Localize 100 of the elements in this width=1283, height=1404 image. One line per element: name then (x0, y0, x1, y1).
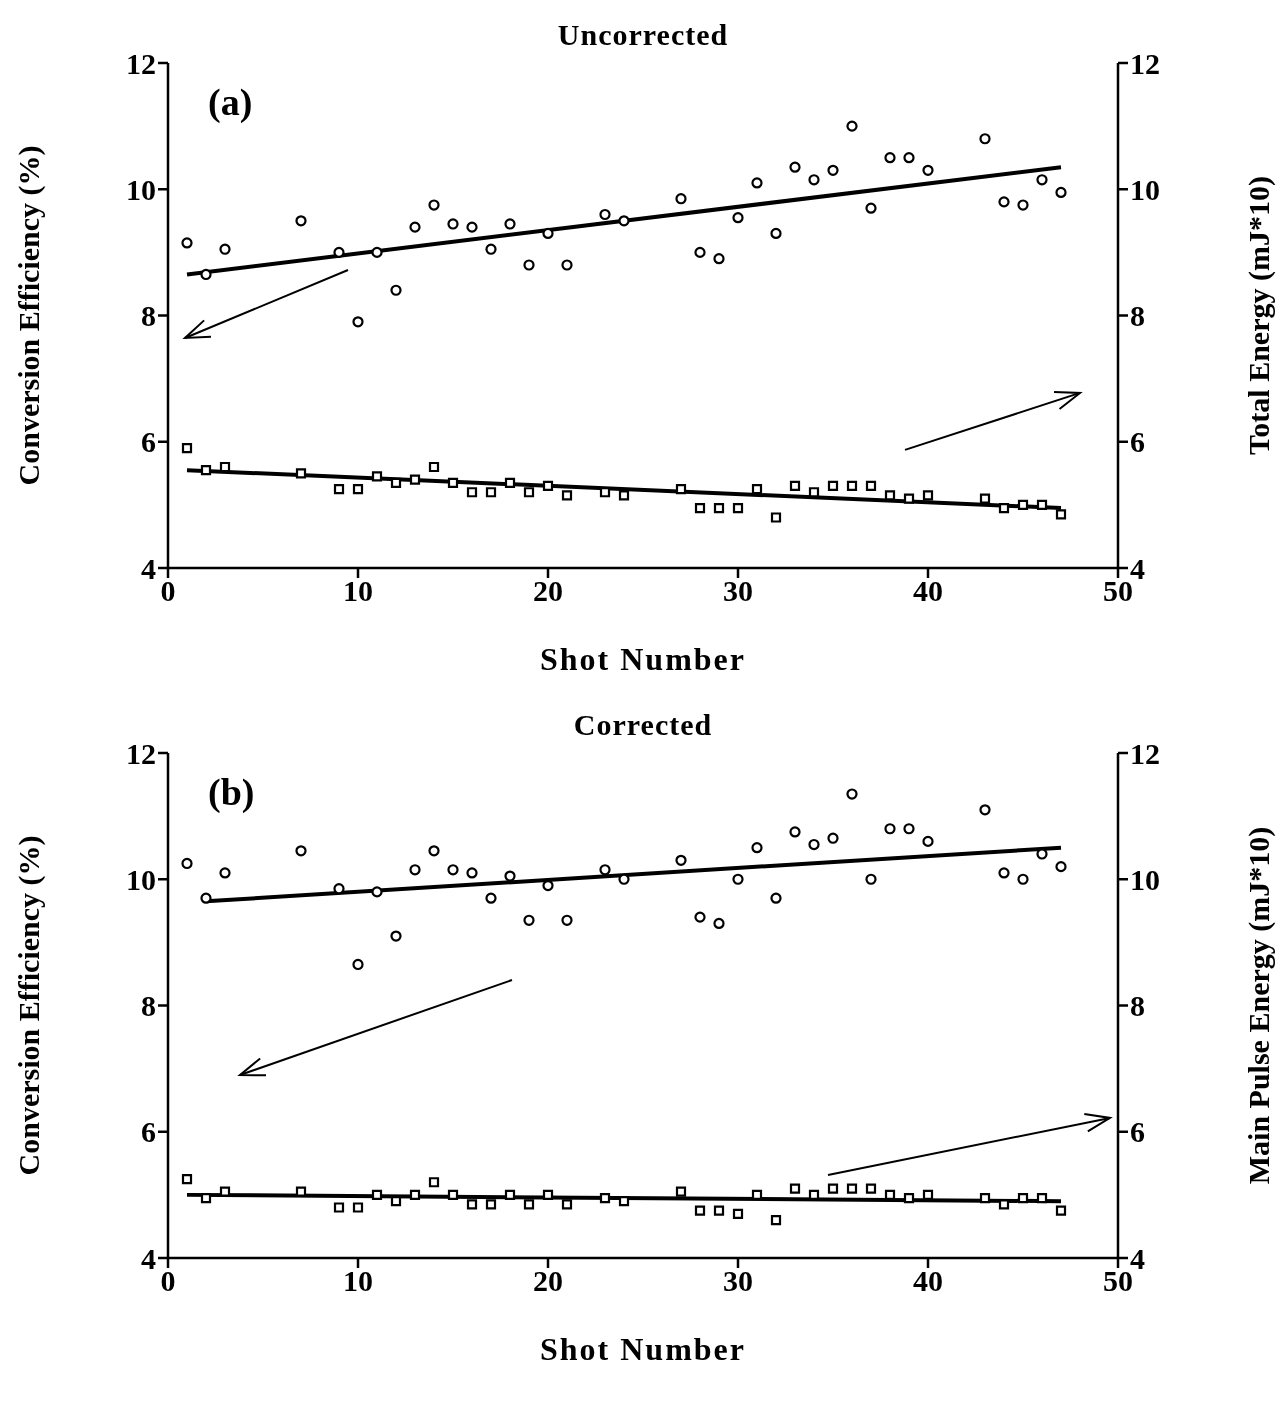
point (694, 911, 706, 923)
x-tick-label: 20 (533, 1264, 563, 1298)
y2-tick-label: 12 (1130, 736, 1160, 770)
point (485, 243, 497, 255)
point (1036, 174, 1048, 186)
point (675, 854, 687, 866)
point (504, 870, 516, 882)
point (751, 483, 763, 495)
point (466, 487, 478, 498)
point (998, 867, 1010, 879)
point (713, 253, 725, 265)
point (827, 480, 839, 492)
point (808, 174, 820, 186)
point (409, 864, 421, 876)
point (181, 237, 193, 249)
point (485, 1199, 497, 1210)
x-tick-label: 0 (160, 1264, 176, 1298)
y-tick-label: 6 (141, 1115, 156, 1149)
y2-axis-title: Total Energy (mJ*10) (1241, 176, 1276, 455)
point (409, 1189, 421, 1200)
point (295, 468, 307, 479)
y-tick-label: 4 (141, 551, 156, 585)
point (333, 1202, 345, 1213)
point (751, 177, 763, 189)
point (219, 867, 231, 879)
point (1036, 499, 1048, 510)
point (1055, 1205, 1067, 1216)
point (599, 864, 611, 876)
point (1017, 199, 1029, 211)
x-axis-title: Shot Number (539, 641, 747, 677)
point (770, 892, 782, 904)
point (447, 864, 459, 876)
point (675, 483, 687, 495)
point (333, 483, 345, 495)
point (618, 490, 630, 501)
point (523, 487, 535, 498)
point (922, 835, 934, 847)
point (542, 480, 554, 492)
y2-tick-label: 8 (1130, 299, 1145, 333)
point (789, 826, 801, 838)
point (1017, 499, 1029, 510)
point (466, 221, 478, 233)
point (504, 218, 516, 230)
point (732, 502, 744, 514)
point (713, 917, 725, 930)
point (618, 215, 630, 227)
point (428, 1177, 440, 1188)
point (390, 477, 402, 488)
point (371, 471, 383, 482)
point (713, 502, 725, 514)
y2-tick-label: 6 (1130, 1115, 1145, 1149)
point (827, 1183, 839, 1194)
point (903, 493, 915, 504)
point (998, 196, 1010, 208)
point (713, 1205, 725, 1216)
point (903, 823, 915, 835)
point (333, 246, 345, 258)
point (675, 1186, 687, 1197)
point (428, 199, 440, 211)
point (466, 1199, 478, 1210)
y2-tick-label: 4 (1130, 551, 1145, 585)
point (846, 1183, 858, 1194)
y-axis-title: Conversion Efficiency (%) (11, 835, 46, 1176)
point (694, 246, 706, 258)
annotation: (b) (208, 770, 255, 814)
y2-tick-label: 8 (1130, 989, 1145, 1023)
point (428, 845, 440, 857)
point (884, 1189, 896, 1200)
point (732, 212, 744, 224)
point (599, 1192, 611, 1204)
point (447, 477, 459, 488)
point (352, 483, 364, 495)
point (1055, 861, 1067, 873)
point (485, 892, 497, 904)
point (409, 221, 421, 233)
point (979, 804, 991, 816)
y-tick-label: 12 (126, 736, 156, 770)
x-tick-label: 10 (343, 574, 373, 608)
point (846, 480, 858, 492)
y-tick-label: 8 (141, 989, 156, 1023)
y2-tick-label: 4 (1130, 1241, 1145, 1275)
point (1055, 509, 1067, 520)
point (751, 842, 763, 854)
point (371, 1189, 383, 1200)
point (865, 1183, 877, 1194)
point (884, 823, 896, 835)
point (732, 1208, 744, 1219)
x-tick-label: 50 (1103, 574, 1133, 608)
point (352, 316, 364, 328)
point (789, 480, 801, 492)
y-tick-label: 8 (141, 299, 156, 333)
point (770, 512, 782, 523)
point (504, 1189, 516, 1200)
point (827, 164, 839, 176)
point (561, 914, 573, 926)
point (922, 164, 934, 176)
point (200, 268, 212, 281)
x-tick-label: 10 (343, 1264, 373, 1298)
y-axis-title: Conversion Efficiency (%) (11, 145, 46, 486)
point (979, 493, 991, 504)
